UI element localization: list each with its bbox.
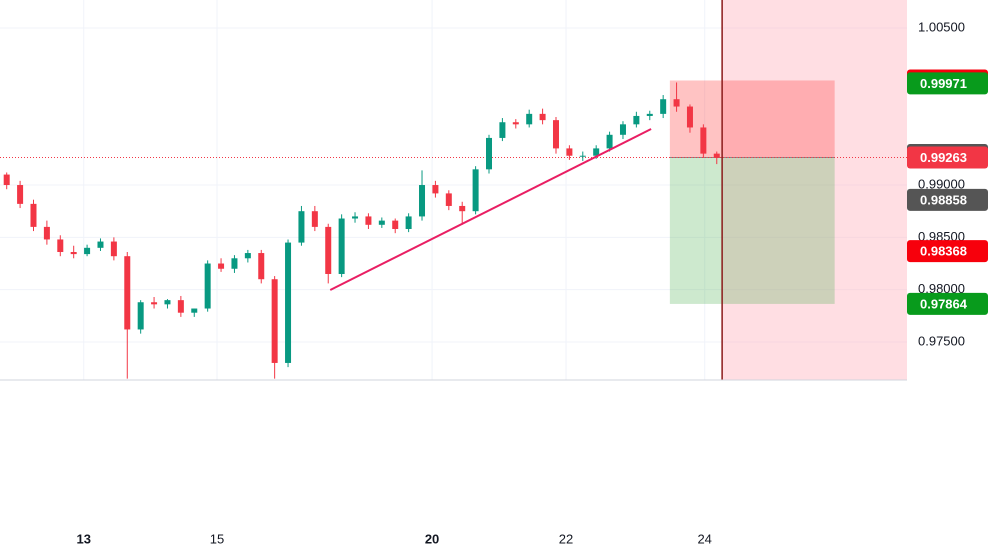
candle-body — [271, 279, 278, 363]
x-tick-label: 22 — [559, 531, 573, 546]
candle-body — [338, 218, 345, 274]
candle-body — [231, 258, 238, 269]
candle-body — [606, 134, 613, 149]
candle-body — [57, 239, 64, 253]
candle-body — [378, 220, 385, 225]
candle-body — [593, 148, 600, 156]
price-label: 0.99971 — [920, 76, 967, 91]
candle-body — [43, 226, 50, 240]
candle-body — [499, 122, 506, 138]
candle-body — [325, 226, 332, 274]
x-tick-label: 15 — [210, 531, 224, 546]
candle-body — [512, 122, 519, 125]
candle-body — [432, 185, 439, 194]
candle-body — [526, 113, 533, 125]
candle-body — [392, 220, 399, 229]
price-label-box — [907, 72, 988, 95]
stop-zone — [669, 80, 835, 158]
y-tick-label: 0.98000 — [918, 281, 965, 296]
candle-body — [486, 137, 493, 170]
price-label: 0.99263 — [920, 150, 967, 165]
candle-body — [110, 241, 117, 257]
target-zone — [669, 157, 835, 304]
x-tick-label: 24 — [697, 531, 711, 546]
candle-body — [472, 169, 479, 212]
candle-body — [164, 300, 171, 305]
future-highlight — [722, 0, 907, 380]
candle-body — [97, 241, 104, 248]
candle-body — [405, 216, 412, 229]
candle-body — [298, 211, 305, 243]
candle-body — [244, 253, 251, 259]
candle-body — [633, 115, 640, 125]
y-tick-label: 0.99000 — [918, 176, 965, 191]
candle-body — [579, 155, 586, 157]
price-label-box — [907, 240, 988, 263]
candle-body — [673, 99, 680, 107]
price-label: 0.98858 — [920, 192, 967, 207]
candle-body — [311, 211, 318, 227]
candle-body — [459, 205, 466, 212]
candle-body — [177, 300, 184, 313]
candle-body — [660, 99, 667, 114]
candle-body — [191, 308, 198, 313]
y-tick-label: 0.98500 — [918, 229, 965, 244]
y-tick-label: 0.97500 — [918, 333, 965, 348]
candle-body — [700, 127, 707, 154]
candle-body — [258, 253, 265, 280]
candle-body — [419, 185, 426, 217]
candle-body — [445, 193, 452, 206]
candle-body — [566, 148, 573, 156]
candle-body — [218, 263, 225, 269]
candle-body — [646, 113, 653, 116]
trendline — [329, 128, 652, 291]
candle-body — [70, 252, 77, 255]
candle-body — [352, 216, 359, 219]
candle-body — [619, 124, 626, 135]
price-label: 0.98368 — [920, 244, 967, 259]
candle-body — [124, 256, 131, 330]
candle-body — [30, 203, 37, 227]
candle-body — [137, 302, 144, 330]
candle-body — [204, 263, 211, 309]
candle-body — [285, 242, 292, 363]
candle-body — [552, 120, 559, 149]
x-tick-label: 20 — [425, 531, 439, 546]
price-label-box — [907, 292, 988, 315]
candle-body — [539, 113, 546, 121]
candle-body — [686, 106, 693, 128]
candle-body — [713, 153, 720, 158]
candle-body — [17, 185, 24, 204]
price-label: 0.97864 — [920, 296, 968, 311]
y-tick-label: 1.00500 — [918, 19, 965, 34]
price-label-box — [907, 146, 988, 169]
candle-body — [365, 216, 372, 225]
candle-body — [151, 302, 158, 305]
price-label-box — [907, 188, 988, 211]
candle-body — [3, 174, 10, 186]
x-tick-label: 13 — [76, 531, 90, 546]
candle-body — [84, 247, 91, 255]
